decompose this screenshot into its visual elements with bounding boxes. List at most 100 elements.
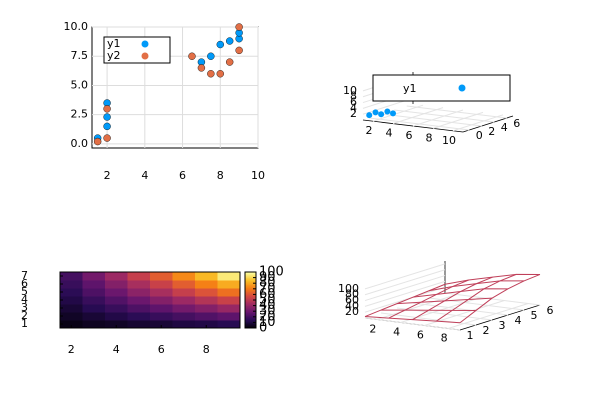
- grid-line: [365, 276, 445, 301]
- marker: [226, 59, 233, 66]
- heatmap-cell: [218, 288, 241, 297]
- x-tick-label: 8: [203, 343, 210, 356]
- heatmap-cell: [173, 280, 196, 289]
- heatmap-cell: [218, 272, 241, 281]
- heatmap-cell: [83, 304, 106, 313]
- heatmap-cell: [83, 320, 106, 329]
- y-tick-label: 3: [499, 319, 506, 332]
- marker: [217, 41, 224, 48]
- marker: [94, 138, 101, 145]
- x-tick-label: 10: [251, 169, 265, 182]
- y-tick-label: 2: [488, 125, 495, 138]
- marker: [104, 135, 111, 142]
- heatmap-cell: [218, 304, 241, 313]
- grid-line: [407, 106, 507, 118]
- heatmap-cell: [128, 280, 151, 289]
- y-tick-label: 10.0: [64, 20, 89, 33]
- heatmap-cell: [105, 272, 128, 281]
- legend-marker: [142, 53, 149, 60]
- heatmap-cell: [83, 296, 106, 305]
- heatmap-cell: [128, 288, 151, 297]
- colorbar-label: 100: [259, 265, 284, 280]
- x-tick-label: 4: [113, 343, 120, 356]
- heatmap-cell: [105, 296, 128, 305]
- heatmap-cell: [128, 320, 151, 329]
- heatmap-cell: [60, 280, 83, 289]
- legend-marker: [459, 85, 466, 92]
- y-tick-label: 0.0: [71, 137, 89, 150]
- legend-box: [373, 75, 510, 101]
- x-tick-label: 2: [369, 323, 376, 336]
- wire-line: [445, 274, 540, 284]
- legend-marker: [142, 41, 149, 48]
- heatmap-cell: [60, 272, 83, 281]
- heatmap-cell: [105, 280, 128, 289]
- heatmap-cell: [60, 304, 83, 313]
- heatmap-cell: [195, 280, 218, 289]
- x-tick-label: 4: [393, 326, 400, 339]
- marker: [104, 123, 111, 130]
- x-tick-label: 6: [417, 329, 424, 342]
- y-tick-label: 0: [476, 129, 483, 142]
- x-tick-label: 10: [442, 134, 456, 147]
- x-tick-label: 2: [68, 343, 75, 356]
- heatmap-cell: [218, 320, 241, 329]
- x-tick-label: 8: [441, 332, 448, 345]
- wire-line: [460, 274, 540, 322]
- x-tick-label: 2: [104, 169, 111, 182]
- marker: [384, 109, 390, 115]
- wire-line: [365, 284, 445, 316]
- heatmap-cell: [173, 272, 196, 281]
- heatmap-cell: [150, 280, 173, 289]
- heatmap-cell: [195, 288, 218, 297]
- marker: [104, 105, 111, 112]
- y-tick-label: 6: [547, 304, 554, 317]
- marker: [207, 53, 214, 60]
- grid-line: [445, 293, 540, 305]
- grid-line: [433, 112, 483, 128]
- x-tick-label: 8: [426, 131, 433, 144]
- heatmap-cell: [173, 312, 196, 321]
- y-tick-label: 4: [515, 314, 522, 327]
- marker: [378, 111, 384, 117]
- heatmap-cell: [150, 304, 173, 313]
- y-tick-label: 5: [531, 309, 538, 322]
- marker: [236, 47, 243, 54]
- x-tick-label: 4: [141, 169, 148, 182]
- marker: [207, 70, 214, 77]
- y-tick-label: 7: [21, 269, 28, 282]
- heatmap-cell: [128, 312, 151, 321]
- marker: [390, 110, 396, 116]
- x-tick-label: 6: [158, 343, 165, 356]
- y-tick-label: 5.0: [71, 78, 89, 91]
- y-tick-label: 6: [513, 117, 520, 130]
- heatmap-cell: [83, 288, 106, 297]
- heatmap-cell: [218, 312, 241, 321]
- x-tick-label: 6: [179, 169, 186, 182]
- marker: [373, 109, 379, 115]
- heatmap-cell: [83, 312, 106, 321]
- grid-line: [369, 118, 469, 130]
- heatmap-cell: [60, 296, 83, 305]
- y-tick-label: 7.5: [71, 49, 89, 62]
- x-tick-label: 2: [366, 124, 373, 137]
- y-tick-label: 4: [501, 121, 508, 134]
- grid-line: [429, 298, 524, 310]
- heatmap-cell: [83, 272, 106, 281]
- heatmap-cell: [150, 312, 173, 321]
- heatmap-cell: [195, 296, 218, 305]
- heatmap-cell: [128, 304, 151, 313]
- grid-line: [393, 108, 443, 124]
- marker: [217, 70, 224, 77]
- heatmap-cell: [150, 296, 173, 305]
- heatmap-cell: [173, 304, 196, 313]
- z-tick-label: 100: [338, 282, 359, 295]
- y-tick-label: 2.5: [71, 108, 89, 121]
- heatmap-cell: [60, 312, 83, 321]
- marker: [188, 53, 195, 60]
